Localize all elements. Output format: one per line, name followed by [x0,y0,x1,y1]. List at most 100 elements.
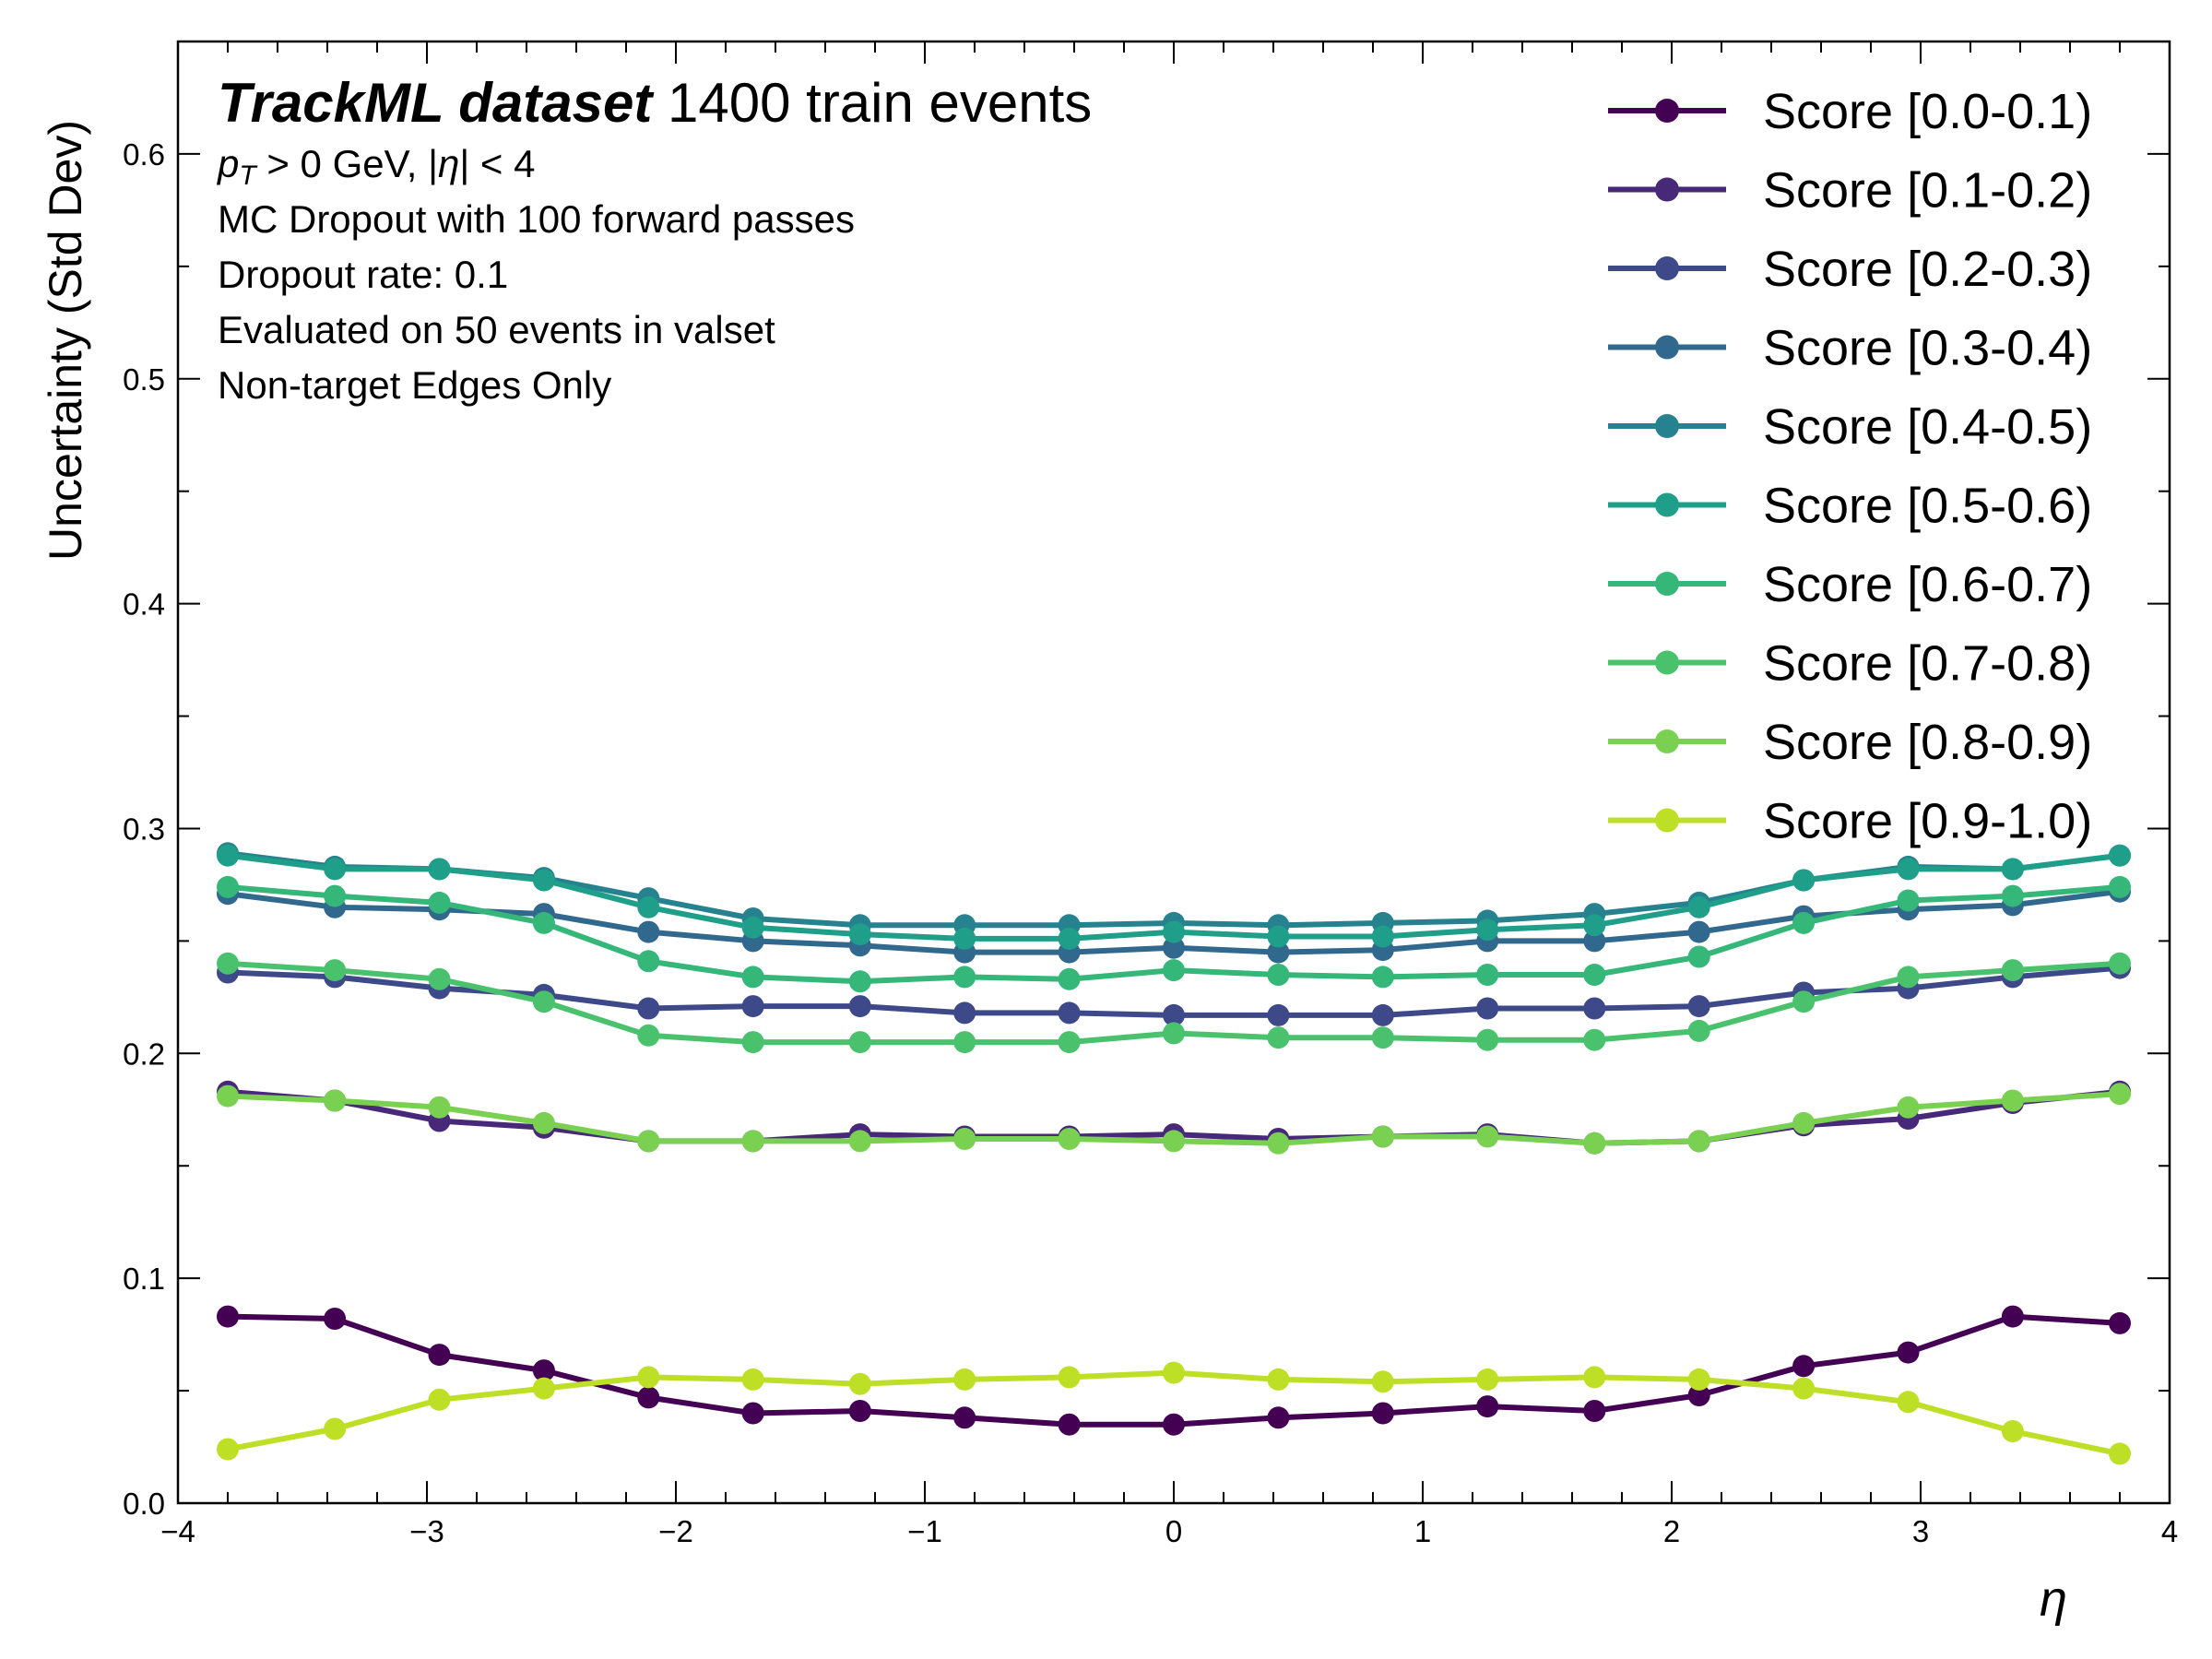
legend-marker-2 [1655,256,1679,280]
data-point-s7-9 [1163,1022,1185,1045]
plot-frame [176,40,2171,1505]
data-point-s5-1 [324,858,347,881]
legend-marker-3 [1655,335,1679,360]
data-point-s9-2 [428,1388,451,1411]
data-point-s5-15 [1792,869,1816,892]
data-point-s7-1 [324,959,347,982]
data-point-s9-10 [1267,1368,1290,1391]
data-point-s8-0 [217,1084,239,1108]
data-point-s0-14 [1687,1384,1710,1406]
data-point-s5-8 [1058,927,1081,950]
data-point-s0-2 [428,1344,451,1367]
data-point-s5-5 [741,916,764,939]
data-point-s0-12 [1476,1395,1499,1418]
x-tick-label: 4 [2161,1514,2178,1548]
kinematic-sub: T [239,160,258,191]
data-point-s7-6 [848,1031,871,1054]
kinematic-p: p [216,142,239,185]
data-point-s7-10 [1267,1026,1290,1049]
data-point-s7-16 [1897,966,1920,989]
data-point-s6-2 [428,891,451,914]
data-point-s7-5 [741,1031,764,1054]
data-point-s0-15 [1792,1355,1816,1378]
legend-label-2: Score [0.2-0.3) [1763,242,2092,297]
x-tick-label: −4 [160,1514,195,1548]
legend-label-6: Score [0.6-0.7) [1763,557,2092,612]
legend-label-5: Score [0.5-0.6) [1763,479,2092,534]
legend-label-9: Score [0.9-1.0) [1763,794,2092,849]
data-point-s6-13 [1583,964,1606,986]
data-point-s7-4 [637,1024,660,1047]
data-point-s8-18 [2109,1083,2131,1106]
data-point-s7-17 [2001,959,2024,982]
data-point-s3-10 [1267,941,1290,964]
x-axis-label: η [2040,1571,2067,1627]
data-point-s0-13 [1583,1400,1606,1422]
data-point-s9-1 [324,1417,347,1440]
legend-label-3: Score [0.3-0.4) [1763,321,2092,376]
data-point-s5-18 [2109,844,2131,867]
y-tick-label: 0.2 [123,1037,165,1071]
title-bold: TrackML dataset [218,72,655,134]
data-point-s6-0 [217,875,239,898]
data-point-s0-1 [324,1308,347,1330]
data-point-s9-15 [1792,1377,1816,1400]
series-group [217,842,2131,1465]
data-point-s9-4 [637,1366,660,1389]
data-point-s0-0 [217,1305,239,1328]
legend-marker-0 [1655,99,1679,123]
data-point-s5-10 [1267,925,1290,948]
y-tick-label: 0.3 [123,812,165,846]
kinematic-eta: η [438,142,459,185]
legend-marker-7 [1655,650,1679,675]
axis-ticks: −4 −3 −2 −1 0 1 2 3 4 0.0 0.1 0.2 0.3 0.4 0.5 0.6 [123,41,2178,1548]
x-tick-label: −1 [907,1514,942,1548]
annotation-line-2: Dropout rate: 0.1 [218,253,508,296]
data-point-s6-14 [1687,945,1710,968]
data-point-s7-3 [532,990,555,1013]
data-point-s0-4 [637,1386,660,1409]
x-tick-label: −3 [409,1514,444,1548]
x-tick-label: 0 [1165,1514,1182,1548]
data-point-s7-13 [1583,1028,1606,1051]
data-point-s0-3 [532,1359,555,1382]
data-point-s5-9 [1163,920,1185,943]
data-point-s0-11 [1371,1402,1394,1425]
data-point-s6-18 [2109,875,2131,898]
legend-label-8: Score [0.8-0.9) [1763,715,2092,770]
data-point-s6-15 [1792,911,1816,934]
legend-marker-9 [1655,808,1679,833]
data-point-s8-8 [1058,1128,1081,1150]
data-point-s7-18 [2109,952,2131,975]
data-point-s0-8 [1058,1413,1081,1436]
data-point-s2-9 [1163,1003,1185,1026]
legend-marker-8 [1655,729,1679,753]
data-point-s8-2 [428,1096,451,1119]
data-point-s7-0 [217,952,239,975]
y-tick-label: 0.1 [123,1262,165,1296]
data-point-s3-13 [1583,930,1606,953]
data-point-s9-13 [1583,1366,1606,1389]
legend: Score [0.0-0.1) Score [0.1-0.2) Score [0.2… [1608,84,2092,849]
legend-marker-6 [1655,572,1679,596]
data-point-s7-7 [953,1031,976,1054]
y-tick-label: 0.5 [123,362,165,397]
y-tick-label: 0.6 [123,137,165,172]
annotation-line-3: Evaluated on 50 events in valset [218,308,775,351]
data-point-s5-14 [1687,895,1710,918]
data-point-s9-3 [532,1377,555,1400]
y-axis-label: Uncertainty (Std Dev) [40,120,91,561]
data-point-s5-12 [1476,918,1499,942]
data-point-s9-9 [1163,1361,1185,1384]
legend-label-0: Score [0.0-0.1) [1763,84,2092,139]
data-point-s2-13 [1583,997,1606,1020]
kinematic-tail: | < 4 [459,142,535,185]
data-point-s8-6 [848,1130,871,1153]
data-point-s9-7 [953,1368,976,1391]
data-point-s2-7 [953,1001,976,1025]
data-point-s8-11 [1371,1125,1394,1148]
data-point-s0-10 [1267,1406,1290,1429]
data-point-s2-11 [1371,1003,1394,1026]
data-point-s5-13 [1583,914,1606,937]
